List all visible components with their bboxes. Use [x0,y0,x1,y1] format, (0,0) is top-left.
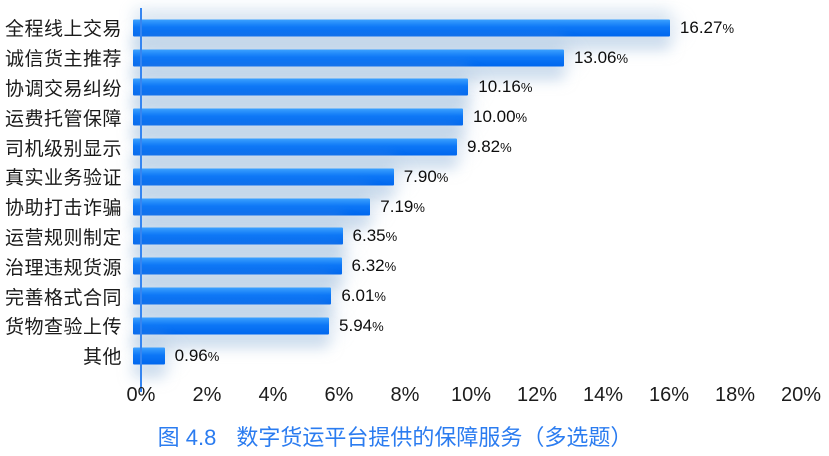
percent-sign: % [616,50,629,66]
category-label: 真实业务验证 [4,168,122,190]
bar [133,19,670,37]
bar-rows: 全程线上交易 16.27% 诚信货主推荐 13.06% 协调交易纠纷 10.16% 运费托管… [0,13,829,371]
percent-sign: % [207,348,220,364]
category-label: 全程线上交易 [4,19,122,41]
bar-track: 0.96% [131,341,791,371]
bar [133,317,330,335]
bar-row: 诚信货主推荐 13.06% [0,43,829,73]
percent-sign: % [384,259,397,275]
x-tick-label: 8% [390,384,420,406]
x-tick-label: 2% [192,384,222,406]
bar [133,78,469,96]
bar-row: 治理违规货源 6.32% [0,251,829,281]
bar [133,347,165,365]
y-axis-line [140,8,142,392]
category-label: 治理违规货源 [4,257,122,279]
value-label: 0.96% [174,345,220,365]
bar [133,138,458,156]
value-label: 9.82% [467,137,512,157]
bar [133,168,394,186]
bar [133,49,564,67]
bar [133,257,342,275]
percent-sign: % [436,169,449,185]
percent-sign: % [413,199,425,215]
percent-sign: % [515,110,528,126]
value-label: 6.32% [351,256,397,276]
bar-track: 6.32% [131,251,791,281]
bar-track: 6.01% [131,281,791,311]
category-label: 其他 [82,347,122,369]
bar-row: 其他 0.96% [0,341,829,371]
x-tick-label: 10% [450,384,492,406]
bar [133,198,371,216]
bar-track: 13.06% [131,43,791,73]
bar-row: 货物查验上传 5.94% [0,311,829,341]
bar-row: 运费托管保障 10.00% [0,102,829,132]
bar-row: 真实业务验证 7.90% [0,162,829,192]
category-label: 司机级别显示 [4,138,122,160]
category-label: 运费托管保障 [4,108,122,130]
category-label: 协调交易纠纷 [4,78,122,100]
caption-figure-number: 图 4.8 [157,425,217,450]
category-label: 运营规则制定 [4,227,122,249]
x-tick-label: 18% [714,384,756,406]
value-label: 13.06% [573,47,629,67]
x-tick-label: 20% [780,384,822,406]
x-tick-label: 14% [582,384,624,406]
bar-track: 6.35% [131,222,791,252]
percent-sign: % [385,229,398,245]
percent-sign: % [372,318,384,334]
bar-track: 7.19% [131,192,791,222]
percent-sign: % [520,80,533,96]
x-tick-label: 6% [324,384,354,406]
value-label: 7.90% [403,166,449,186]
value-label: 10.16% [478,77,533,97]
category-label: 诚信货主推荐 [4,49,122,71]
bar-row: 运营规则制定 6.35% [0,222,829,252]
value-label: 5.94% [339,315,384,335]
value-label: 16.27% [679,17,735,37]
bar [133,108,463,126]
value-label: 6.35% [352,226,398,246]
bar-track: 7.90% [131,162,791,192]
bar-track: 10.16% [131,73,791,103]
bar-row: 全程线上交易 16.27% [0,13,829,43]
bar [133,227,343,245]
category-label: 协助打击诈骗 [4,198,122,220]
value-label: 7.19% [380,196,425,216]
bar-track: 10.00% [131,102,791,132]
percent-sign: % [722,20,735,36]
category-label: 货物查验上传 [4,317,122,339]
x-axis-ticks: 0% 2% 4% 6% 8% 10% 12% 14% 16% 18% 20% [0,384,829,410]
bar-row: 协调交易纠纷 10.16% [0,73,829,103]
value-label: 10.00% [473,107,528,127]
chart-caption: 图 4.8 数字货运平台提供的保障服务（多选题） [0,420,790,452]
value-label: 6.01% [341,286,386,306]
bar-track: 16.27% [131,13,791,43]
percent-sign: % [374,289,386,305]
percent-sign: % [500,140,512,156]
bar [133,287,332,305]
x-tick-label: 4% [258,384,288,406]
x-tick-label: 0% [126,384,156,406]
x-tick-label: 12% [516,384,558,406]
category-label: 完善格式合同 [4,287,122,309]
bar-track: 5.94% [131,311,791,341]
caption-text: 数字货运平台提供的保障服务（多选题） [236,425,633,450]
bar-row: 司机级别显示 9.82% [0,132,829,162]
bar-row: 协助打击诈骗 7.19% [0,192,829,222]
bar-row: 完善格式合同 6.01% [0,281,829,311]
bar-track: 9.82% [131,132,791,162]
x-tick-label: 16% [648,384,690,406]
